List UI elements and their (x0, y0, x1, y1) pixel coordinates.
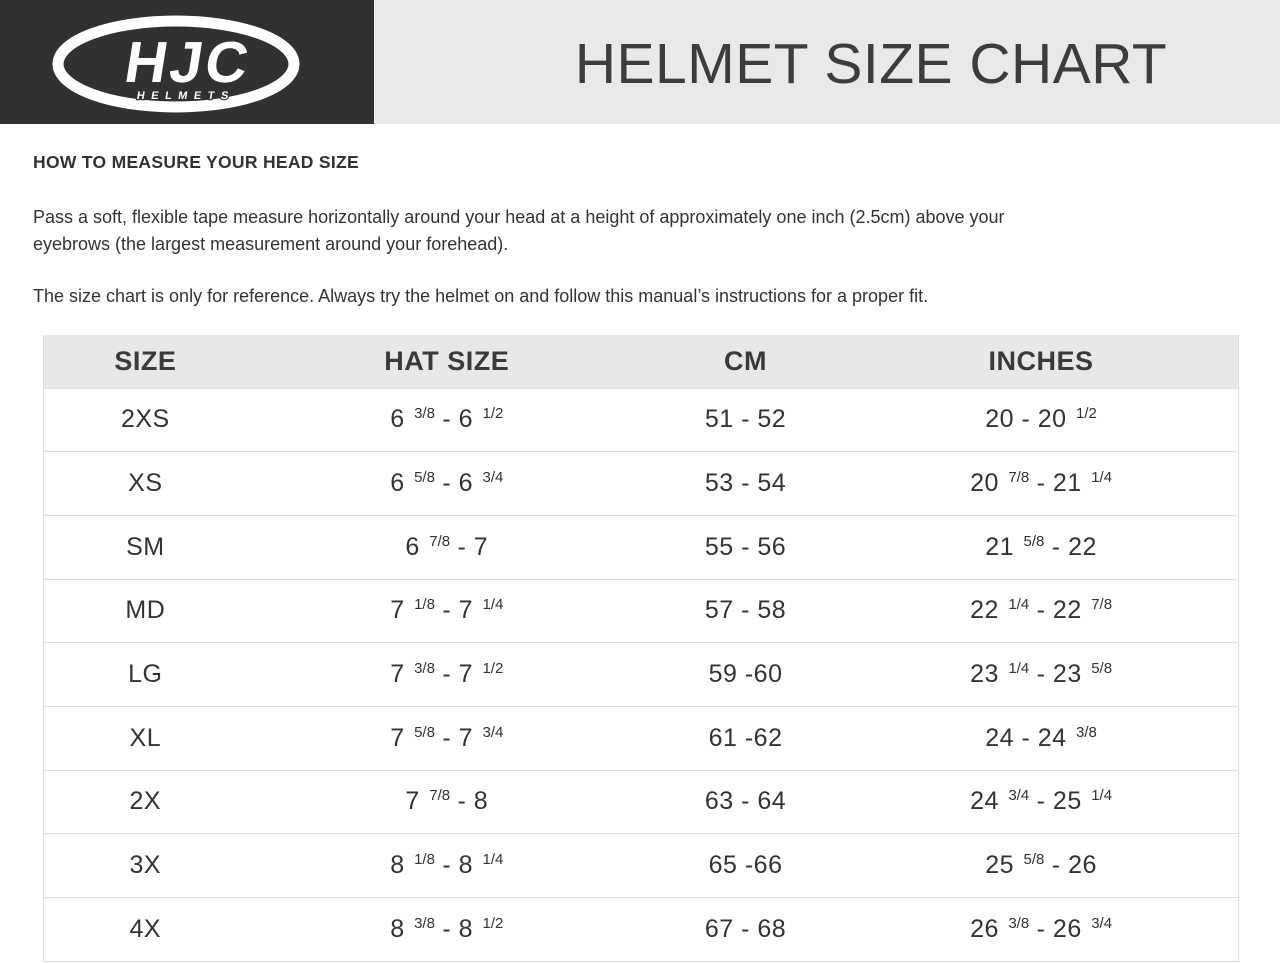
fraction: 1/4 (1008, 660, 1030, 678)
hat-cell: 7 3/8 - 7 1/2 (246, 642, 647, 707)
cm-cell: 67 - 68 (646, 897, 845, 962)
fraction: 1/8 (414, 596, 435, 614)
measure-paragraph: Pass a soft, flexible tape measure horiz… (33, 207, 1005, 254)
size-cell: 2X (43, 770, 247, 835)
fraction: 7/8 (429, 532, 451, 550)
table-header: SIZE HAT SIZE CM INCHES (43, 335, 1239, 388)
hat-cell: 6 5/8 - 6 3/4 (246, 451, 647, 516)
table-row: 4X 8 3/8 - 8 1/2 67 - 68 26 3/8 - 26 3/4 (43, 897, 1239, 962)
hjc-logo: HJC HELMETS (0, 0, 374, 124)
column-header-hat: HAT SIZE (246, 335, 647, 388)
hat-cell: 8 1/8 - 8 1/4 (246, 833, 647, 898)
fraction: 1/4 (1091, 787, 1113, 805)
inches-cell: 26 3/8 - 26 3/4 (844, 897, 1239, 962)
inches-cell: 23 1/4 - 23 5/8 (844, 642, 1239, 707)
fraction: 5/8 (1023, 851, 1045, 869)
fraction: 1/2 (482, 914, 504, 932)
table-row: SM 6 7/8 - 7 55 - 56 21 5/8 - 22 (43, 515, 1239, 580)
size-cell: MD (43, 579, 247, 644)
column-header-cm: CM (646, 335, 845, 388)
cm-cell: 59 -60 (646, 642, 845, 707)
size-cell: 2XS (43, 387, 247, 453)
inches-cell: 20 7/8 - 21 1/4 (844, 451, 1239, 516)
cm-cell: 63 - 64 (646, 770, 845, 835)
inches-cell: 25 5/8 - 26 (844, 833, 1239, 898)
table-row: 2X 7 7/8 - 8 63 - 64 24 3/4 - 25 1/4 (43, 770, 1239, 835)
fraction: 7/8 (429, 787, 451, 805)
page-title: HELMET SIZE CHART (574, 32, 1168, 96)
logo-sub-text: HELMETS (136, 90, 236, 102)
column-header-inches: INCHES (844, 335, 1239, 388)
fraction: 1/2 (1076, 405, 1097, 423)
fraction: 3/8 (414, 660, 435, 678)
fraction: 3/8 (414, 914, 435, 932)
fraction: 3/4 (482, 469, 504, 487)
fraction: 3/8 (414, 405, 435, 423)
size-cell: LG (43, 642, 247, 707)
fraction: 1/4 (482, 851, 504, 869)
fraction: 7/8 (1008, 469, 1030, 487)
size-cell: 4X (43, 897, 247, 962)
fraction: 3/8 (1008, 914, 1030, 932)
size-chart-table: SIZE HAT SIZE CM INCHES 2XS 6 3/8 - 6 1/2… (43, 335, 1239, 962)
fraction: 5/8 (1091, 660, 1113, 678)
hat-cell: 8 3/8 - 8 1/2 (246, 897, 647, 962)
fraction: 3/4 (482, 723, 504, 741)
cm-cell: 61 -62 (646, 706, 845, 771)
size-cell: SM (43, 515, 247, 580)
fraction: 7/8 (1091, 596, 1113, 614)
fraction: 1/8 (414, 851, 435, 869)
inches-cell: 24 - 24 3/8 (844, 706, 1239, 771)
fraction: 1/2 (482, 405, 504, 423)
size-table-body: 2XS 6 3/8 - 6 1/2 51 - 52 20 - 20 1/2 XS 6 5/… (43, 387, 1239, 962)
inches-cell: 24 3/4 - 25 1/4 (844, 770, 1239, 835)
header-bar: HJC HELMETS HELMET SIZE CHART (0, 0, 1280, 124)
fraction: 3/8 (1076, 723, 1097, 741)
hat-cell: 7 1/8 - 7 1/4 (246, 579, 647, 644)
size-cell: XS (43, 451, 247, 516)
fraction: 1/4 (1008, 596, 1030, 614)
reference-paragraph: The size chart is only for reference. Al… (33, 286, 929, 306)
title-area: HELMET SIZE CHART (374, 0, 1280, 124)
size-cell: 3X (43, 833, 247, 898)
table-row: MD 7 1/8 - 7 1/4 57 - 58 22 1/4 - 22 7/8 (43, 579, 1239, 644)
column-header-size: SIZE (43, 335, 247, 388)
inches-cell: 20 - 20 1/2 (844, 387, 1239, 453)
table-row: 2XS 6 3/8 - 6 1/2 51 - 52 20 - 20 1/2 (43, 387, 1239, 453)
fraction: 5/8 (414, 723, 435, 741)
hat-cell: 6 3/8 - 6 1/2 (246, 387, 647, 453)
inches-cell: 22 1/4 - 22 7/8 (844, 579, 1239, 644)
logo-oval-ring (52, 15, 300, 113)
hjc-logo-graphic: HJC HELMETS (52, 15, 300, 113)
table-header-row: SIZE HAT SIZE CM INCHES (43, 335, 1239, 388)
cm-cell: 57 - 58 (646, 579, 845, 644)
hat-cell: 7 7/8 - 8 (246, 770, 647, 835)
hat-cell: 7 5/8 - 7 3/4 (246, 706, 647, 771)
table-row: 3X 8 1/8 - 8 1/4 65 -66 25 5/8 - 26 (43, 833, 1239, 898)
fraction: 5/8 (1023, 532, 1045, 550)
inches-cell: 21 5/8 - 22 (844, 515, 1239, 580)
fraction: 1/2 (482, 660, 504, 678)
fraction: 3/4 (1091, 914, 1113, 932)
table-row: LG 7 3/8 - 7 1/2 59 -60 23 1/4 - 23 5/8 (43, 642, 1239, 707)
size-cell: XL (43, 706, 247, 771)
fraction: 1/4 (482, 596, 504, 614)
logo-brand-text: HJC (120, 30, 255, 95)
table-row: XL 7 5/8 - 7 3/4 61 -62 24 - 24 3/8 (43, 706, 1239, 771)
howto-heading: HOW TO MEASURE YOUR HEAD SIZE (33, 152, 359, 172)
cm-cell: 53 - 54 (646, 451, 845, 516)
cm-cell: 55 - 56 (646, 515, 845, 580)
table-row: XS 6 5/8 - 6 3/4 53 - 54 20 7/8 - 21 1/4 (43, 451, 1239, 516)
fraction: 5/8 (414, 469, 435, 487)
fraction: 1/4 (1091, 469, 1113, 487)
hat-cell: 6 7/8 - 7 (246, 515, 647, 580)
fraction: 3/4 (1008, 787, 1030, 805)
cm-cell: 65 -66 (646, 833, 845, 898)
cm-cell: 51 - 52 (646, 387, 845, 453)
